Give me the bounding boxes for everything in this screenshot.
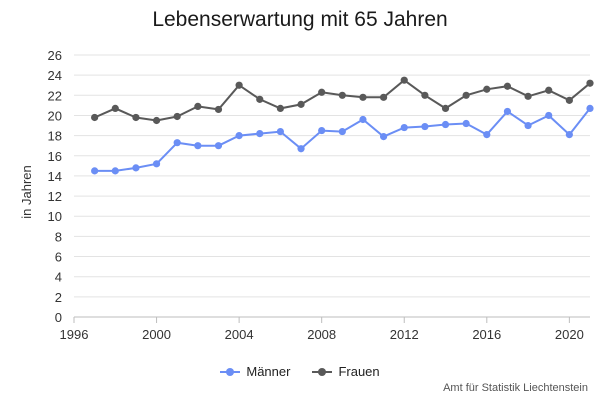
- y-tick-label: 14: [48, 169, 62, 184]
- y-tick-label: 6: [55, 250, 62, 265]
- data-point-frauen[interactable]: [524, 92, 532, 100]
- data-point-frauen[interactable]: [194, 102, 202, 110]
- data-point-maenner[interactable]: [400, 123, 408, 132]
- data-point-maenner[interactable]: [132, 164, 140, 172]
- data-point-frauen[interactable]: [338, 91, 346, 99]
- data-point-frauen[interactable]: [91, 113, 99, 122]
- data-point-maenner[interactable]: [421, 122, 429, 131]
- data-point-maenner[interactable]: [359, 115, 367, 124]
- legend-marker-frauen: [312, 366, 333, 378]
- data-point-maenner[interactable]: [91, 167, 99, 175]
- data-point-frauen[interactable]: [132, 113, 140, 122]
- legend-item-maenner[interactable]: Männer: [220, 364, 290, 379]
- y-tick-label: 16: [48, 149, 62, 164]
- chart-title: Lebenserwartung mit 65 Jahren: [152, 8, 448, 31]
- legend-marker-maenner: [220, 366, 241, 378]
- y-tick-label: 22: [48, 88, 62, 103]
- data-point-frauen[interactable]: [214, 105, 223, 114]
- data-point-frauen[interactable]: [462, 91, 470, 99]
- data-point-maenner[interactable]: [462, 119, 470, 128]
- y-tick-label: 24: [48, 68, 62, 83]
- source-credit: Amt für Statistik Liechtenstein: [443, 382, 588, 394]
- y-tick-label: 26: [48, 48, 62, 63]
- x-tick-label: 2012: [390, 327, 419, 342]
- data-point-maenner[interactable]: [111, 167, 119, 175]
- data-point-frauen[interactable]: [421, 91, 429, 99]
- y-tick-label: 4: [55, 270, 62, 285]
- y-tick-label: 8: [55, 229, 62, 244]
- data-point-maenner[interactable]: [483, 131, 491, 139]
- data-point-maenner[interactable]: [318, 126, 326, 135]
- series-group: [91, 76, 594, 175]
- x-tick-label: 2016: [472, 327, 501, 342]
- x-tick-label: 1996: [60, 327, 89, 342]
- data-point-frauen[interactable]: [318, 88, 326, 96]
- x-tick-label: 2008: [307, 327, 336, 342]
- data-point-frauen[interactable]: [111, 104, 119, 113]
- data-point-maenner[interactable]: [173, 139, 181, 147]
- data-point-maenner[interactable]: [194, 142, 202, 150]
- data-point-maenner[interactable]: [380, 133, 388, 141]
- data-point-frauen[interactable]: [152, 116, 161, 125]
- x-tick-labels: 1996 2000 2004 2008 2012 2016 2020: [60, 327, 584, 342]
- y-tick-label: 12: [48, 189, 62, 204]
- data-point-maenner[interactable]: [235, 132, 243, 140]
- data-point-frauen[interactable]: [483, 85, 491, 93]
- legend-label-frauen: Frauen: [338, 364, 380, 379]
- data-point-frauen[interactable]: [173, 112, 181, 121]
- y-tick-label: 10: [48, 209, 62, 224]
- data-point-frauen[interactable]: [359, 93, 367, 101]
- data-point-maenner[interactable]: [152, 160, 161, 168]
- data-point-maenner[interactable]: [297, 145, 305, 153]
- data-point-maenner[interactable]: [256, 130, 264, 138]
- data-point-frauen[interactable]: [400, 76, 408, 84]
- data-point-maenner[interactable]: [338, 127, 346, 136]
- data-point-maenner[interactable]: [214, 142, 223, 150]
- data-point-frauen[interactable]: [545, 86, 553, 94]
- data-point-frauen[interactable]: [586, 79, 594, 87]
- data-point-frauen[interactable]: [380, 93, 388, 101]
- y-tick-label: 18: [48, 129, 62, 144]
- data-point-maenner[interactable]: [545, 111, 553, 120]
- y-tick-label: 2: [55, 290, 62, 305]
- x-tick-label: 2020: [555, 327, 584, 342]
- legend: Männer Frauen: [0, 364, 600, 379]
- data-point-maenner[interactable]: [586, 104, 594, 113]
- data-point-frauen[interactable]: [235, 81, 243, 89]
- x-tick-label: 2004: [225, 327, 254, 342]
- series-line-frauen: [94, 78, 591, 122]
- y-tick-label: 0: [55, 310, 62, 325]
- data-point-frauen[interactable]: [256, 95, 264, 103]
- x-tick-label: 2000: [142, 327, 171, 342]
- y-axis-label: in Jahren: [19, 165, 34, 218]
- data-point-maenner[interactable]: [565, 131, 573, 139]
- legend-item-frauen[interactable]: Frauen: [312, 364, 380, 379]
- data-point-maenner[interactable]: [276, 127, 284, 136]
- grid-lines: [73, 54, 590, 323]
- y-tick-label: 20: [48, 108, 62, 123]
- legend-label-maenner: Männer: [246, 364, 291, 379]
- data-point-maenner[interactable]: [503, 107, 512, 116]
- data-point-frauen[interactable]: [441, 104, 450, 113]
- data-point-maenner[interactable]: [441, 120, 450, 129]
- data-point-frauen[interactable]: [565, 96, 573, 104]
- data-point-frauen[interactable]: [276, 104, 284, 113]
- data-point-maenner[interactable]: [524, 121, 532, 130]
- data-point-frauen[interactable]: [297, 100, 305, 108]
- data-point-frauen[interactable]: [503, 82, 512, 90]
